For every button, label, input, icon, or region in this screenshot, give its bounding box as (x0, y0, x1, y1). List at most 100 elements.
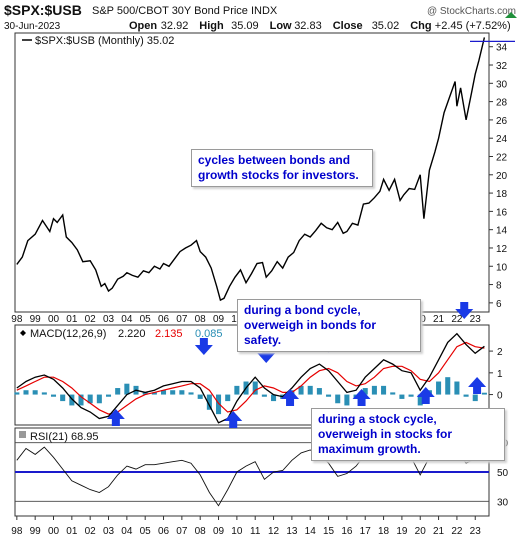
header-chg-value: +2.45 (+7.52%) (435, 20, 511, 32)
header-open-label: Open (129, 20, 157, 32)
x-tick-label-bottom: 00 (48, 526, 60, 537)
price-y-tick-label: 22 (496, 152, 508, 163)
macd-histogram-bar (161, 390, 167, 395)
macd-histogram-bar (390, 392, 396, 395)
price-y-tick-label: 34 (496, 43, 508, 54)
arrow-up-icon (224, 411, 243, 428)
header-high-label: High (199, 20, 224, 32)
price-line (16, 37, 486, 302)
arrow-down-icon (194, 338, 213, 355)
macd-histogram-bar (298, 385, 304, 395)
x-tick-label-top: 23 (470, 314, 482, 325)
macd-histogram-bar (216, 394, 222, 415)
x-tick-label-bottom: 15 (323, 526, 335, 537)
x-tick-label-top: 06 (158, 314, 170, 325)
x-tick-label-top: 02 (85, 314, 97, 325)
price-legend-label: $SPX:$USB (Monthly) 35.02 (35, 35, 174, 47)
macd-histogram-bar (445, 377, 451, 395)
macd-histogram-bar (32, 390, 38, 395)
macd-histogram-bar (335, 394, 341, 404)
arrow-up-icon (281, 389, 300, 406)
x-tick-label-bottom: 13 (286, 526, 298, 537)
x-tick-label-bottom: 08 (195, 526, 207, 537)
annotation-cycles: cycles between bonds and growth stocks f… (191, 149, 373, 187)
annotation-bond-cycle: during a bond cycle, overweigh in bonds … (237, 299, 421, 352)
price-y-tick-label: 16 (496, 207, 508, 218)
macd-histogram-bar (316, 388, 322, 395)
arrow-down-icon (455, 302, 474, 319)
x-tick-label-bottom: 05 (140, 526, 152, 537)
macd-histogram-bar (170, 390, 176, 395)
macd-histogram-bar (344, 394, 350, 406)
macd-histogram-bar (197, 394, 203, 399)
price-y-tick-label: 30 (496, 79, 508, 90)
rsi-label: RSI(21) 68.95 (30, 431, 98, 443)
macd-histogram-bar (69, 394, 75, 406)
x-tick-label-top: 08 (195, 314, 207, 325)
macd-histogram-bar (271, 394, 277, 402)
macd-histogram-bar (463, 394, 469, 397)
price-y-tick-label: 32 (496, 61, 508, 72)
macd-histogram-bar (326, 394, 332, 397)
price-y-tick-label: 8 (496, 281, 502, 292)
header-close-value: 35.02 (372, 20, 400, 32)
header-watermark: @ StockCharts.com (427, 6, 516, 17)
x-tick-label-top: 09 (213, 314, 225, 325)
macd-histogram-bar (307, 385, 313, 395)
macd-histogram-bar (179, 390, 185, 395)
x-tick-label-bottom: 11 (250, 526, 261, 537)
price-y-tick-label: 12 (496, 244, 508, 255)
x-tick-label-bottom: 21 (433, 526, 445, 537)
x-tick-label-bottom: 04 (121, 526, 133, 537)
arrow-up-icon (416, 387, 435, 404)
header-description: S&P 500/CBOT 30Y Bond Price INDX (92, 5, 278, 17)
rsi-y-tick-label: 30 (497, 497, 509, 508)
header-open-value: 32.92 (161, 20, 189, 32)
macd-legend-icon (20, 330, 26, 336)
macd-y-tick-label: 0 (497, 391, 503, 402)
macd-histogram-bar (115, 388, 121, 395)
macd-histogram-bar (472, 394, 478, 402)
macd-histogram-bar (252, 381, 258, 395)
macd-signal-value: 2.135 (155, 328, 183, 340)
macd-histogram-bar (225, 394, 231, 402)
x-tick-label-bottom: 03 (103, 526, 115, 537)
price-y-tick-label: 18 (496, 189, 508, 200)
arrow-down-icon (257, 346, 276, 363)
header-chg-label: Chg (410, 20, 431, 32)
x-tick-label-bottom: 09 (213, 526, 225, 537)
x-tick-label-bottom: 12 (268, 526, 280, 537)
macd-histogram-bar (261, 394, 267, 397)
macd-histogram-bar (142, 392, 148, 395)
macd-signal-line (16, 341, 485, 415)
arrow-up-icon (468, 377, 487, 394)
x-tick-label-bottom: 19 (396, 526, 408, 537)
x-tick-label-bottom: 07 (176, 526, 188, 537)
price-y-tick-label: 28 (496, 98, 508, 109)
macd-histogram-bar (41, 392, 47, 395)
arrow-up-icon (106, 409, 125, 426)
macd-label: MACD(12,26,9) (30, 328, 106, 340)
macd-histogram-bar (14, 392, 20, 395)
price-y-tick-label: 6 (496, 299, 502, 310)
macd-histogram-bar (151, 392, 157, 395)
x-tick-label-top: 99 (30, 314, 42, 325)
x-tick-label-top: 05 (140, 314, 152, 325)
price-y-tick-label: 24 (496, 134, 508, 145)
macd-histogram-bar (60, 394, 66, 402)
arrow-up-icon (352, 389, 371, 406)
x-tick-label-bottom: 06 (158, 526, 170, 537)
rsi-legend-icon (19, 431, 26, 438)
macd-histogram-bar (436, 381, 442, 395)
x-tick-label-bottom: 23 (470, 526, 482, 537)
macd-histogram-bar (381, 385, 387, 395)
macd-histogram-bar (188, 392, 194, 395)
x-tick-label-bottom: 16 (341, 526, 353, 537)
macd-histogram-bar (454, 381, 460, 395)
x-tick-label-bottom: 22 (451, 526, 463, 537)
x-tick-label-bottom: 20 (415, 526, 427, 537)
header-close-label: Close (333, 20, 363, 32)
macd-value: 2.220 (118, 328, 146, 340)
x-tick-label-top: 22 (451, 314, 463, 325)
macd-histogram-bar (362, 388, 368, 395)
